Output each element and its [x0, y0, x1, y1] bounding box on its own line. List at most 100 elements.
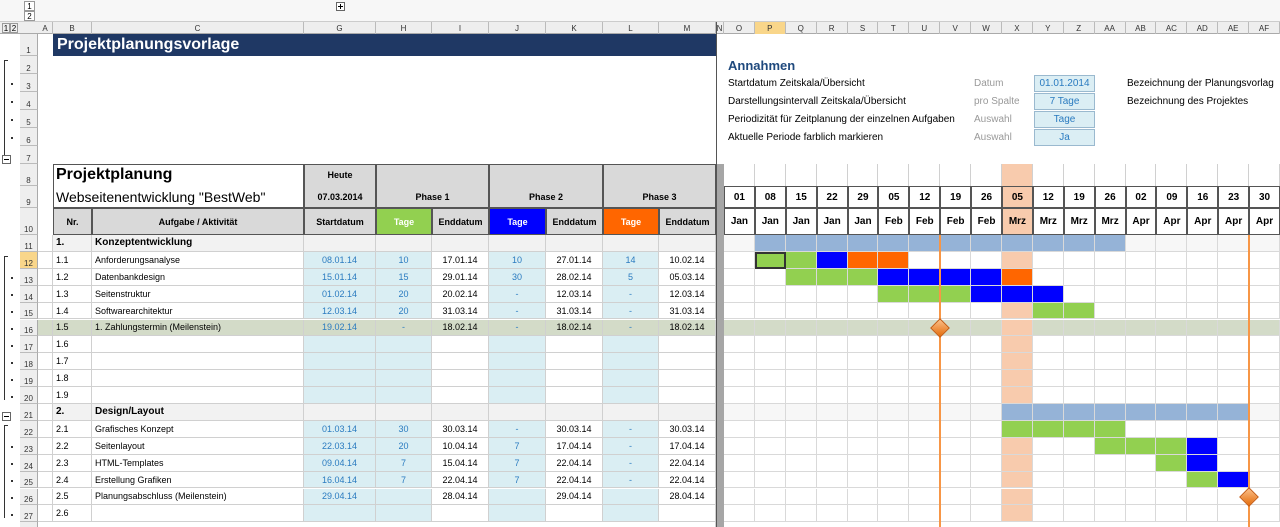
outline-button[interactable]: 1 — [2, 23, 10, 33]
gantt-cell — [1063, 471, 1095, 489]
gantt-cell — [1156, 404, 1188, 421]
gantt-cell — [724, 387, 755, 404]
timeline-month: Apr — [1156, 208, 1188, 235]
task-cell: 30 — [376, 420, 432, 438]
gantt-cell — [1032, 420, 1064, 438]
task-name: Konzeptentwicklung — [92, 235, 304, 252]
gantt-cell — [971, 505, 1002, 523]
assumption-value[interactable]: Tage — [1034, 111, 1095, 128]
outline-dot — [11, 119, 13, 121]
gantt-cell — [909, 251, 941, 269]
outline-bar — [0, 0, 1280, 22]
assumption-label: Periodizität für Zeitplanung der einzeln… — [728, 113, 955, 125]
gantt-cell — [724, 319, 755, 337]
gantt-cell — [847, 505, 879, 523]
gantt-cell — [1125, 285, 1157, 303]
phase-label: Phase 3 — [642, 192, 677, 202]
gantt-cell — [785, 404, 817, 421]
gantt-cell — [1063, 488, 1095, 506]
outline-button[interactable]: 1 — [24, 1, 35, 11]
gantt-cell — [1156, 319, 1188, 337]
column-header: N — [716, 22, 724, 34]
cell — [38, 454, 53, 472]
gantt-cell — [940, 420, 972, 438]
gantt-cell — [1094, 420, 1126, 438]
gantt-cell — [1249, 437, 1280, 455]
assumption-value[interactable]: Ja — [1034, 129, 1095, 146]
gantt-cell — [724, 437, 755, 455]
task-cell: 22.04.14 — [432, 471, 489, 489]
gantt-cell — [878, 336, 910, 354]
gantt-cell — [909, 404, 941, 421]
gantt-cell — [1218, 387, 1250, 404]
timeline-month: Jan — [754, 208, 786, 235]
gantt-cell — [971, 235, 1002, 252]
gantt-cell — [1187, 302, 1219, 320]
gantt-cell — [1094, 319, 1126, 337]
gantt-cell — [1218, 353, 1250, 371]
gantt-cell — [847, 268, 879, 286]
task-cell — [376, 505, 432, 523]
task-number: 1.1 — [53, 251, 92, 269]
gantt-cell — [847, 471, 879, 489]
task-number: 2.6 — [53, 505, 92, 523]
gantt-cell — [724, 471, 755, 489]
timeline-top — [786, 164, 817, 186]
task-cell — [659, 353, 716, 371]
assumption-value[interactable]: 01.01.2014 — [1034, 75, 1095, 92]
column-header: X — [1002, 22, 1033, 34]
task-cell — [659, 235, 716, 252]
timeline-month: Mrz — [1094, 208, 1126, 235]
column-header: S — [848, 22, 879, 34]
assumption-value[interactable]: 7 Tage — [1034, 93, 1095, 110]
task-cell — [546, 387, 603, 404]
gantt-cell — [1002, 404, 1033, 421]
gantt-cell — [785, 336, 817, 354]
column-title: Enddatum — [432, 208, 489, 235]
task-cell: 10.04.14 — [432, 437, 489, 455]
gantt-cell — [971, 437, 1002, 455]
gantt-cell — [971, 319, 1002, 337]
gantt-cell — [754, 302, 786, 320]
timeline-top — [1218, 164, 1250, 186]
task-cell: 15 — [376, 268, 432, 286]
task-cell — [546, 505, 603, 523]
gantt-cell — [1156, 471, 1188, 489]
gantt-cell — [1002, 471, 1033, 489]
gantt-cell — [1156, 420, 1188, 438]
gantt-cell — [847, 370, 879, 388]
gantt-cell — [1187, 488, 1219, 506]
gantt-cell — [816, 488, 848, 506]
task-cell: 10 — [376, 251, 432, 269]
outline-dot — [11, 327, 13, 330]
cell — [38, 437, 53, 455]
outline-button[interactable]: 2 — [24, 11, 35, 21]
task-number: 2.5 — [53, 488, 92, 506]
plan-header — [53, 164, 304, 208]
cell — [38, 285, 53, 303]
milestone-line — [939, 235, 942, 527]
sheet-title: Projektplanungsvorlage — [53, 34, 716, 56]
gantt-cell — [1002, 370, 1033, 388]
gantt-cell — [1002, 268, 1033, 286]
gantt-cell — [1218, 437, 1250, 455]
gantt-cell — [1125, 319, 1157, 337]
task-number: 1.4 — [53, 302, 92, 320]
gantt-cell — [878, 235, 910, 252]
outline-button[interactable]: 2 — [10, 23, 18, 33]
task-name: Seitenstruktur — [92, 285, 304, 303]
task-cell: 22.04.14 — [659, 454, 716, 472]
plan-title: Projektplanung — [56, 166, 173, 183]
task-cell — [603, 336, 659, 354]
task-cell: 27.01.14 — [546, 251, 603, 269]
gantt-cell — [940, 285, 972, 303]
timeline-top — [1126, 164, 1157, 186]
gantt-cell — [1156, 268, 1188, 286]
gantt-cell — [878, 319, 910, 337]
outline-dot — [11, 294, 13, 297]
column-header: L — [603, 22, 659, 34]
selected-cell[interactable] — [754, 251, 786, 269]
task-number: 2.2 — [53, 437, 92, 455]
gantt-cell — [1002, 505, 1033, 523]
cell — [38, 370, 53, 388]
